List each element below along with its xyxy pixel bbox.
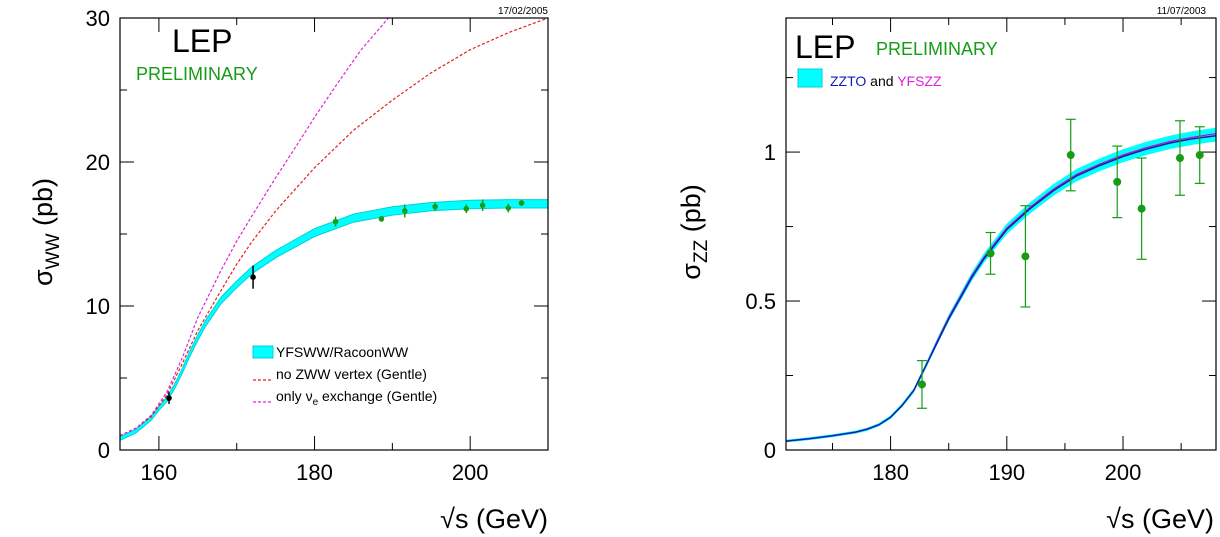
zz-y-tick-label: 1 [764,140,776,165]
svg-text:σZZ (pb): σZZ (pb) [676,184,712,279]
zz-data-point [917,380,926,389]
ww-data-points [166,199,525,404]
ww-preliminary-label: PRELIMINARY [136,64,258,84]
ww-y-axis-unit: (pb) [28,178,58,226]
ww-data-point [518,200,525,206]
ww-y-tick-label: 30 [86,6,110,31]
ww-legend-zww-label: no ZWW vertex (Gentle) [276,366,427,382]
ww-legend-yfsww-label: YFSWW/RacoonWW [276,344,409,360]
zz-legend-label: ZZTO and YFSZZ [830,73,942,89]
zz-y-axis-unit: (pb) [676,184,706,232]
zz-data-points [916,118,1205,409]
ww-x-axis-label: √s (GeV) [440,504,548,534]
zz-legend-band-swatch [797,68,823,88]
zz-y-tick-label: 0 [764,438,776,463]
ww-yfsww-band [120,199,548,441]
zz-zzto-curve [786,134,1216,442]
zz-date-stamp: 11/07/2003 [1157,6,1207,17]
ww-data-point [332,218,339,225]
zz-data-point [1113,177,1122,186]
zz-data-point [986,249,995,258]
ww-lep-title: LEP [172,23,232,59]
ww-legend-nue-label: only νe exchange (Gentle) [276,388,437,408]
zz-y-axis-label: σZZ (pb) [676,184,712,279]
zz-legend-yfszz: YFSZZ [897,73,942,89]
zz-plot-frame [785,17,1217,451]
zz-data-point [1175,154,1184,163]
zz-x-tick-label: 180 [872,460,909,485]
ww-x-tick-label: 180 [296,460,333,485]
ww-cross-section-panel: 17/02/2005 σWW (pb) √s (GeV) 160 180 200 0 1… [28,6,549,534]
zz-y-tick-label: 0.5 [745,289,776,314]
ww-data-point [250,274,256,281]
zz-yfszz-curve [786,133,1216,442]
ww-x-tick-label: 200 [452,460,489,485]
svg-text:σWW (pb): σWW (pb) [28,178,64,286]
ww-data-point [479,202,486,208]
zz-axis-ticks: 180 190 200 0 0.5 1 [745,18,1216,485]
ww-only-nue-exchange-curve [120,18,389,437]
ww-y-tick-label: 20 [86,150,110,175]
zz-x-tick-label: 190 [988,460,1025,485]
ww-plot-frame [119,17,549,451]
ww-data-point [402,208,408,214]
ww-data-point [463,206,470,212]
zz-x-tick-label: 200 [1105,460,1142,485]
zz-data-point [1066,151,1075,160]
zz-legend: ZZTO and YFSZZ [797,68,942,89]
ww-legend-band-swatch [252,345,274,359]
ww-x-tick-label: 160 [141,460,178,485]
ww-data-point [166,395,172,401]
ww-y-axis-subscript: WW [43,233,64,269]
ww-y-tick-label: 0 [98,438,110,463]
ww-y-tick-label: 10 [86,294,110,319]
zz-lep-title: LEP [795,29,855,65]
ww-y-axis-label: σWW (pb) [28,178,64,286]
zz-x-axis-label: √s (GeV) [1106,504,1214,534]
zz-legend-and: and [866,73,897,89]
ww-data-point [432,203,438,210]
zz-legend-zzto: ZZTO [830,73,866,89]
zz-data-point [1137,204,1146,213]
zz-data-point [1195,151,1204,160]
zz-theory-band [786,127,1216,443]
ww-date-stamp: 17/02/2005 [498,6,548,17]
ww-data-point [378,216,385,222]
ww-legend: YFSWW/RacoonWW no ZWW vertex (Gentle) on… [252,344,437,408]
zz-y-axis-symbol: σ [676,263,706,280]
zz-data-point [1021,252,1030,261]
zz-cross-section-panel: 11/07/2003 σZZ (pb) √s (GeV) 180 190 200 0 0… [676,6,1217,534]
ww-data-point [505,205,512,211]
ww-no-zww-vertex-curve [120,18,548,437]
zz-y-axis-subscript: ZZ [691,239,712,263]
zz-preliminary-label: PRELIMINARY [876,39,998,59]
ww-y-axis-symbol: σ [28,269,58,286]
